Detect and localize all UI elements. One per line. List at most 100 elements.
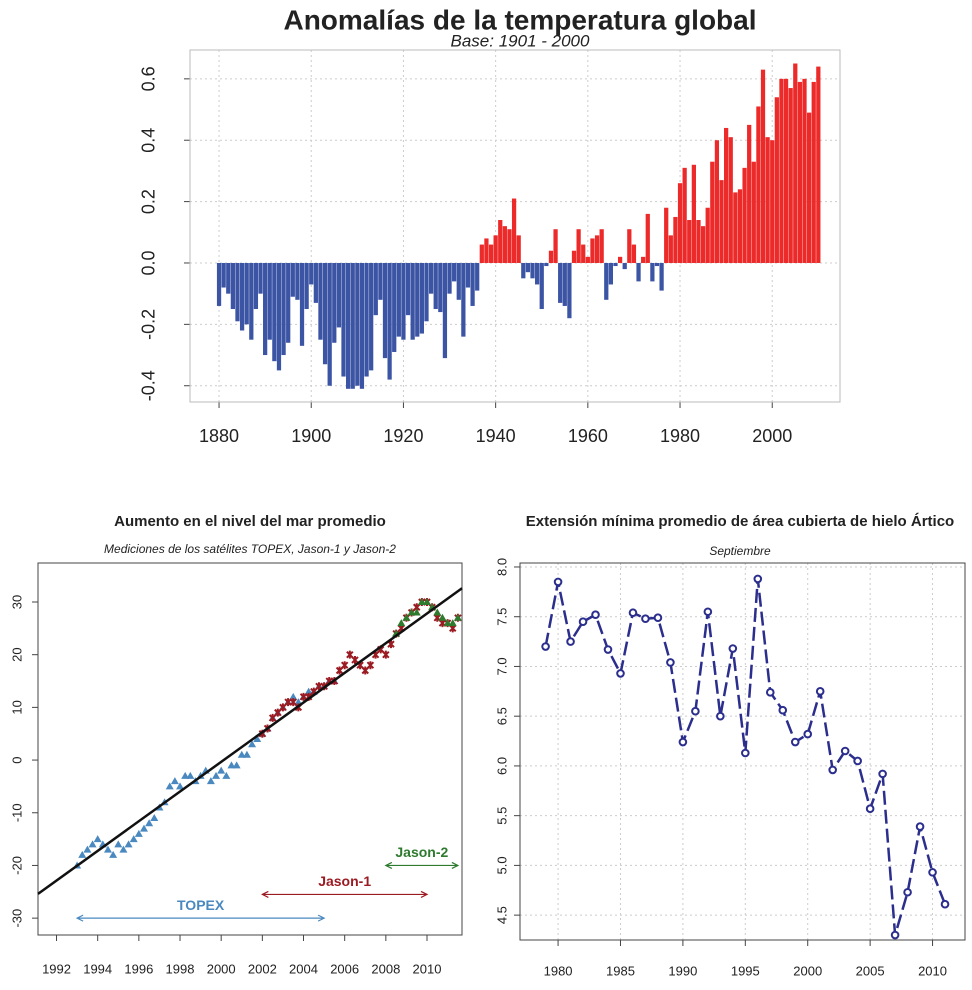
point: [790, 737, 800, 747]
bar: [636, 262, 641, 282]
bar: [631, 244, 637, 263]
bar: [535, 262, 540, 285]
bar: [313, 262, 318, 303]
bar: [511, 198, 517, 263]
bar: [401, 262, 406, 340]
series: [392, 597, 462, 637]
bar: [797, 81, 803, 263]
bar: [544, 262, 549, 267]
point: [438, 613, 447, 621]
x-tick-label: 2006: [330, 961, 359, 976]
bar: [617, 256, 623, 263]
y-tick-label: -20: [9, 856, 24, 875]
bar: [419, 262, 424, 334]
y-tick-label: 4.5: [494, 906, 509, 924]
y-tick-label: -0.4: [139, 370, 159, 401]
point: [237, 750, 246, 758]
point: [578, 617, 588, 626]
point: [716, 711, 725, 721]
point: [915, 822, 925, 831]
bar: [710, 161, 715, 263]
bar: [465, 262, 471, 288]
point: [289, 692, 298, 700]
bar: [470, 262, 475, 306]
point: [78, 850, 87, 858]
bar: [530, 262, 535, 279]
bar: [677, 183, 683, 263]
bar: [341, 262, 346, 377]
bar: [539, 262, 544, 310]
bar: [581, 244, 586, 263]
bar: [525, 262, 531, 273]
bar: [290, 262, 295, 297]
y-tick-label: 6.5: [494, 707, 509, 725]
point: [703, 607, 713, 617]
annotation-label: Jason-2: [395, 844, 448, 860]
bar: [664, 207, 669, 263]
point: [765, 688, 775, 697]
bar: [673, 216, 678, 263]
bar: [760, 69, 766, 263]
bar: [253, 262, 259, 310]
x-tick-label: 2010: [413, 961, 442, 976]
bar: [230, 262, 235, 310]
point: [840, 746, 850, 756]
bar: [553, 229, 558, 263]
point: [928, 868, 937, 877]
bar: [281, 262, 286, 356]
chart-subtitle: Septiembre: [709, 544, 771, 558]
bar: [336, 262, 342, 328]
bar: [728, 137, 733, 263]
bar: [239, 262, 245, 331]
point: [93, 835, 102, 843]
annotation-arrow: [75, 914, 326, 922]
bar: [350, 262, 355, 389]
x-tick-label: 1900: [291, 426, 331, 446]
y-tick-label: 10: [9, 700, 24, 714]
bar: [765, 137, 770, 263]
bar: [806, 112, 812, 263]
point: [448, 619, 457, 627]
chart-panel: Anomalías de la temperatura globalBase: …: [139, 4, 841, 446]
y-tick-label: 20: [9, 647, 24, 661]
point: [170, 777, 179, 785]
point: [304, 687, 313, 695]
annotation-arrow: [261, 890, 429, 898]
bar: [267, 262, 272, 340]
bar: [576, 229, 581, 263]
point: [433, 608, 442, 616]
point: [443, 619, 452, 627]
point: [134, 829, 143, 837]
plot-frame: [189, 49, 841, 403]
y-tick-label: 8.0: [494, 558, 509, 576]
bar: [645, 213, 650, 263]
point: [815, 687, 825, 696]
y-tick-label: 0.2: [139, 189, 159, 214]
trend-line: [37, 587, 463, 895]
point: [88, 840, 97, 848]
bar: [774, 97, 779, 263]
point: [865, 804, 875, 813]
bar: [479, 244, 484, 263]
bar: [322, 262, 328, 365]
bar: [770, 140, 775, 263]
x-tick-label: 2005: [856, 963, 885, 978]
bar: [359, 262, 365, 389]
bar: [346, 262, 351, 389]
chart-title: Aumento en el nivel del mar promedio: [114, 513, 386, 530]
bar: [516, 235, 521, 263]
bar: [714, 140, 720, 263]
bar: [571, 250, 577, 263]
point: [242, 750, 251, 758]
y-tick-label: 5.5: [494, 807, 509, 825]
x-tick-label: 1995: [731, 963, 760, 978]
point: [653, 613, 663, 623]
bar: [747, 124, 752, 263]
bar: [327, 262, 332, 386]
bar: [433, 262, 438, 310]
point: [453, 613, 462, 621]
bar: [276, 262, 282, 371]
point: [335, 666, 344, 675]
bar: [286, 262, 291, 343]
bar: [724, 127, 729, 263]
